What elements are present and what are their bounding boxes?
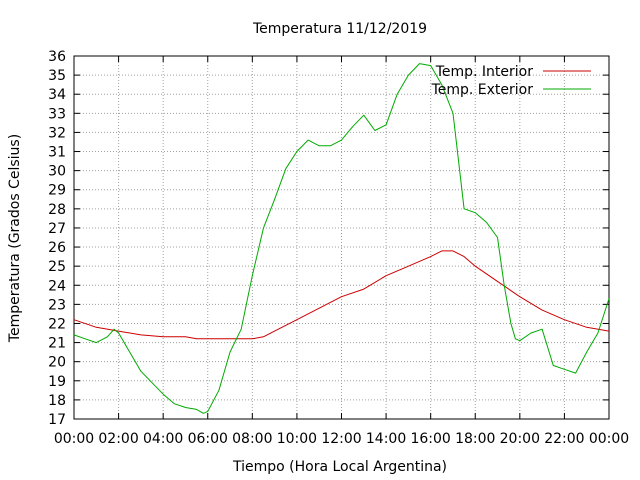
x-tick-label: 02:00 xyxy=(98,431,138,447)
series-lines xyxy=(73,63,610,414)
y-tick-label: 32 xyxy=(48,125,66,141)
x-tick-label: 20:00 xyxy=(500,431,540,447)
x-tick-label: 18:00 xyxy=(455,431,495,447)
y-tick-label: 29 xyxy=(48,183,66,199)
y-tick-label: 18 xyxy=(48,393,66,409)
x-axis-label: Tiempo (Hora Local Argentina) xyxy=(232,459,447,475)
x-tick-label: 08:00 xyxy=(232,431,272,447)
series-line-interior xyxy=(73,250,610,340)
chart-title: Temperatura 11/12/2019 xyxy=(252,21,427,37)
x-tick-label: 00:00 xyxy=(589,431,629,447)
x-tick-label: 06:00 xyxy=(188,431,228,447)
y-tick-label: 21 xyxy=(48,336,66,352)
y-tick-label: 27 xyxy=(48,221,66,237)
axis-ticks: 17 18 19 20 21 22 23 24 25 26 27 28 29 30 31 32 33 34 35 36… xyxy=(48,49,629,447)
x-tick-label: 14:00 xyxy=(366,431,406,447)
y-tick-label: 25 xyxy=(48,259,66,275)
grid-lines xyxy=(74,56,609,419)
x-tick-label: 12:00 xyxy=(321,431,361,447)
y-tick-label: 24 xyxy=(48,278,66,294)
x-tick-label: 10:00 xyxy=(277,431,317,447)
x-tick-label: 00:00 xyxy=(54,431,94,447)
y-tick-label: 20 xyxy=(48,355,66,371)
y-tick-label: 33 xyxy=(48,106,66,122)
x-tick-label: 04:00 xyxy=(143,431,183,447)
y-tick-label: 22 xyxy=(48,316,66,332)
x-tick-label: 22:00 xyxy=(544,431,584,447)
y-tick-label: 17 xyxy=(48,412,66,428)
y-tick-label: 23 xyxy=(48,297,66,313)
legend: Temp. Interior Temp. Exterior xyxy=(431,64,591,98)
x-tick-label: 16:00 xyxy=(410,431,450,447)
y-tick-label: 35 xyxy=(48,68,66,84)
y-tick-label: 36 xyxy=(48,49,66,65)
legend-label-exterior: Temp. Exterior xyxy=(431,82,534,98)
y-tick-label: 31 xyxy=(48,145,66,161)
series-line-exterior xyxy=(73,63,610,414)
y-tick-label: 34 xyxy=(48,87,66,103)
y-tick-label: 19 xyxy=(48,374,66,390)
y-tick-label: 30 xyxy=(48,164,66,180)
legend-label-interior: Temp. Interior xyxy=(435,64,534,80)
y-axis-label: Temperatura (Grados Celsius) xyxy=(7,134,23,343)
y-tick-label: 28 xyxy=(48,202,66,218)
y-tick-label: 26 xyxy=(48,240,66,256)
